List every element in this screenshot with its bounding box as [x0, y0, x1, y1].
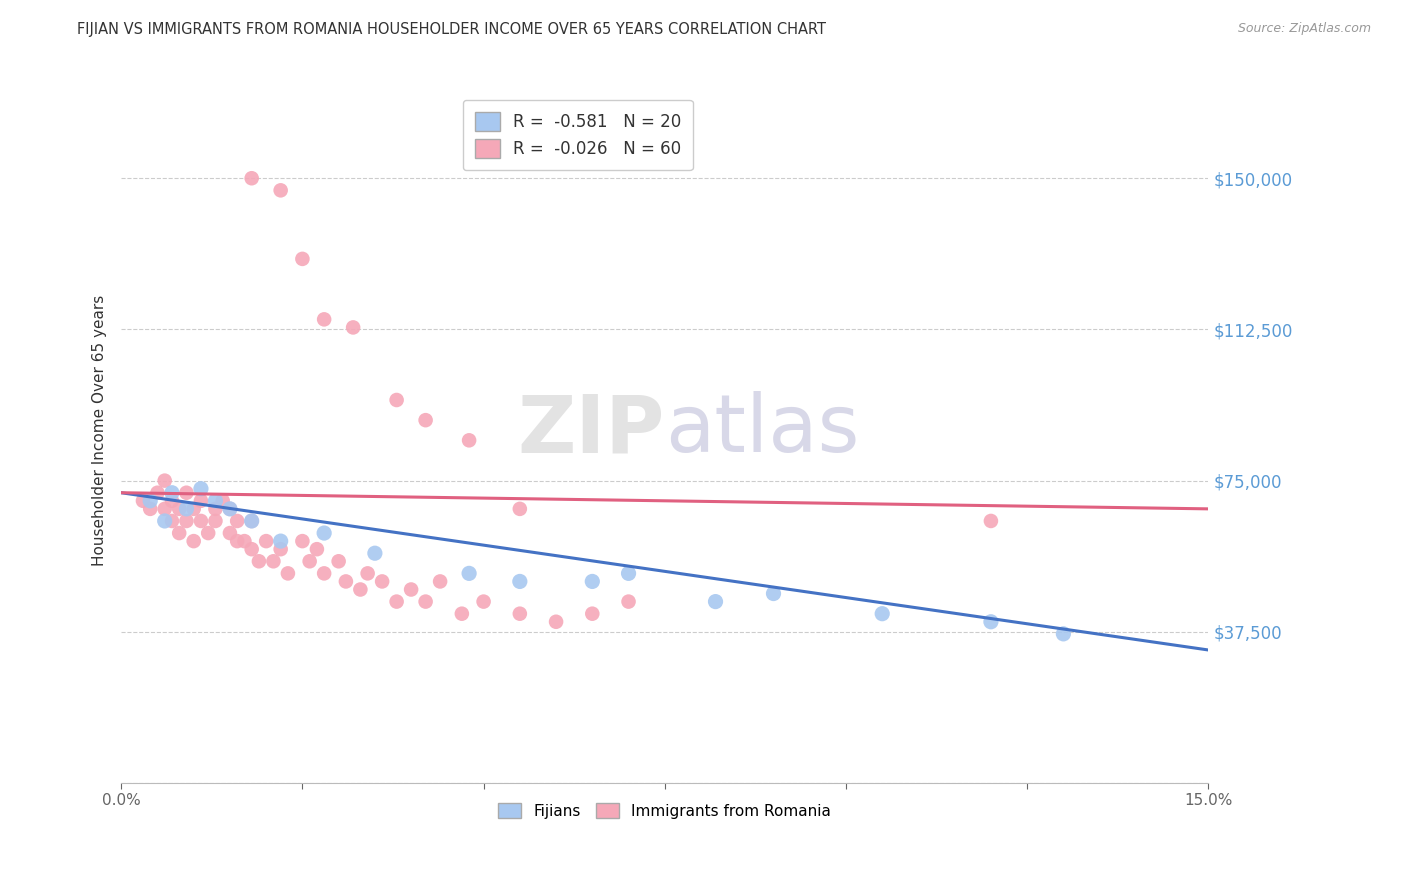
Point: [176, 485, 198, 500]
Point: [270, 534, 292, 549]
Point: [204, 514, 226, 528]
Point: [176, 514, 198, 528]
Legend: Fijians, Immigrants from Romania: Fijians, Immigrants from Romania: [492, 797, 838, 825]
Point: [277, 566, 299, 581]
Point: [458, 566, 481, 581]
Point: [328, 554, 350, 568]
Point: [450, 607, 472, 621]
Point: [544, 615, 567, 629]
Point: [160, 485, 183, 500]
Point: [204, 493, 226, 508]
Point: [291, 252, 314, 266]
Point: [219, 501, 242, 516]
Point: [240, 514, 263, 528]
Point: [415, 594, 437, 608]
Point: [704, 594, 727, 608]
Point: [335, 574, 357, 589]
Point: [314, 526, 336, 541]
Point: [247, 554, 270, 568]
Point: [509, 501, 531, 516]
Point: [364, 546, 387, 560]
Point: [399, 582, 422, 597]
Point: [429, 574, 451, 589]
Point: [190, 493, 212, 508]
Point: [233, 534, 256, 549]
Point: [190, 514, 212, 528]
Point: [211, 493, 233, 508]
Point: [146, 485, 169, 500]
Point: [240, 171, 263, 186]
Point: [342, 320, 364, 334]
Point: [153, 501, 176, 516]
Point: [385, 392, 408, 407]
Point: [153, 474, 176, 488]
Point: [219, 526, 242, 541]
Point: [167, 526, 190, 541]
Point: [132, 493, 155, 508]
Point: [472, 594, 495, 608]
Text: FIJIAN VS IMMIGRANTS FROM ROMANIA HOUSEHOLDER INCOME OVER 65 YEARS CORRELATION C: FIJIAN VS IMMIGRANTS FROM ROMANIA HOUSEH…: [77, 22, 827, 37]
Point: [617, 594, 640, 608]
Point: [458, 434, 481, 448]
Point: [349, 582, 371, 597]
Point: [298, 554, 321, 568]
Point: [371, 574, 394, 589]
Y-axis label: Householder Income Over 65 years: Householder Income Over 65 years: [93, 294, 107, 566]
Point: [240, 514, 263, 528]
Point: [139, 501, 162, 516]
Point: [314, 312, 336, 326]
Text: Source: ZipAtlas.com: Source: ZipAtlas.com: [1237, 22, 1371, 36]
Point: [305, 542, 328, 557]
Point: [160, 514, 183, 528]
Point: [183, 534, 205, 549]
Point: [581, 574, 603, 589]
Point: [226, 534, 249, 549]
Point: [581, 607, 603, 621]
Point: [870, 607, 893, 621]
Text: ZIP: ZIP: [517, 392, 665, 469]
Point: [762, 586, 785, 600]
Point: [204, 501, 226, 516]
Point: [509, 574, 531, 589]
Point: [262, 554, 284, 568]
Point: [160, 493, 183, 508]
Point: [176, 501, 198, 516]
Point: [270, 542, 292, 557]
Point: [190, 482, 212, 496]
Point: [617, 566, 640, 581]
Point: [226, 514, 249, 528]
Point: [980, 514, 1002, 528]
Point: [1052, 627, 1074, 641]
Point: [183, 501, 205, 516]
Point: [415, 413, 437, 427]
Point: [385, 594, 408, 608]
Point: [167, 501, 190, 516]
Point: [240, 542, 263, 557]
Point: [314, 566, 336, 581]
Point: [270, 183, 292, 197]
Text: atlas: atlas: [665, 392, 859, 469]
Point: [153, 514, 176, 528]
Point: [291, 534, 314, 549]
Point: [197, 526, 219, 541]
Point: [254, 534, 277, 549]
Point: [509, 607, 531, 621]
Point: [980, 615, 1002, 629]
Point: [139, 493, 162, 508]
Point: [219, 501, 242, 516]
Point: [356, 566, 378, 581]
